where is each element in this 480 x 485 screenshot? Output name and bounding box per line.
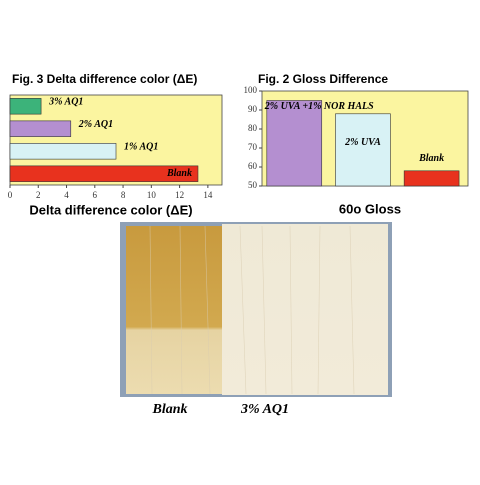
panel-treated bbox=[222, 224, 388, 395]
x-tick-label: 12 bbox=[175, 190, 184, 200]
chart-title: Fig. 2 Gloss Difference bbox=[258, 72, 388, 86]
bar-label: Blank bbox=[418, 153, 444, 164]
y-tick-label: 80 bbox=[248, 123, 258, 133]
bar bbox=[335, 113, 391, 187]
bar-label: 2% UVA +1% NOR HALS bbox=[264, 101, 374, 112]
bar bbox=[266, 100, 323, 187]
bar-label: 3% AQ1 bbox=[48, 97, 83, 108]
x-tick-label: 4 bbox=[64, 190, 69, 200]
wood-grain bbox=[149, 225, 355, 395]
x-tick-label: 0 bbox=[8, 190, 13, 200]
bar bbox=[403, 170, 460, 187]
bar-label: 1% AQ1 bbox=[124, 142, 158, 153]
x-tick-label: 14 bbox=[203, 190, 213, 200]
y-tick-label: 90 bbox=[248, 104, 258, 114]
bar-label: Blank bbox=[166, 168, 192, 179]
x-tick-label: 10 bbox=[147, 190, 157, 200]
x-tick-label: 2 bbox=[36, 190, 41, 200]
photo-label: 3% AQ1 bbox=[240, 402, 289, 417]
x-tick-label: 8 bbox=[121, 190, 126, 200]
photo bbox=[120, 222, 392, 397]
x-axis-label: 60o Gloss bbox=[339, 201, 401, 216]
x-tick-label: 6 bbox=[93, 190, 98, 200]
bar bbox=[9, 143, 117, 160]
photo-label: Blank bbox=[151, 402, 187, 417]
y-tick-label: 100 bbox=[244, 85, 258, 95]
x-axis-label: Delta difference color (ΔE) bbox=[29, 202, 192, 217]
y-tick-label: 60 bbox=[248, 161, 258, 171]
bar bbox=[9, 120, 72, 137]
bar-label: 2% AQ1 bbox=[78, 119, 113, 130]
chart-title: Fig. 3 Delta difference color (ΔE) bbox=[12, 72, 197, 86]
bar bbox=[9, 98, 42, 115]
y-tick-label: 50 bbox=[248, 180, 258, 190]
bar-label: 2% UVA bbox=[344, 137, 381, 148]
bar bbox=[9, 165, 199, 182]
y-tick-label: 70 bbox=[248, 142, 258, 152]
